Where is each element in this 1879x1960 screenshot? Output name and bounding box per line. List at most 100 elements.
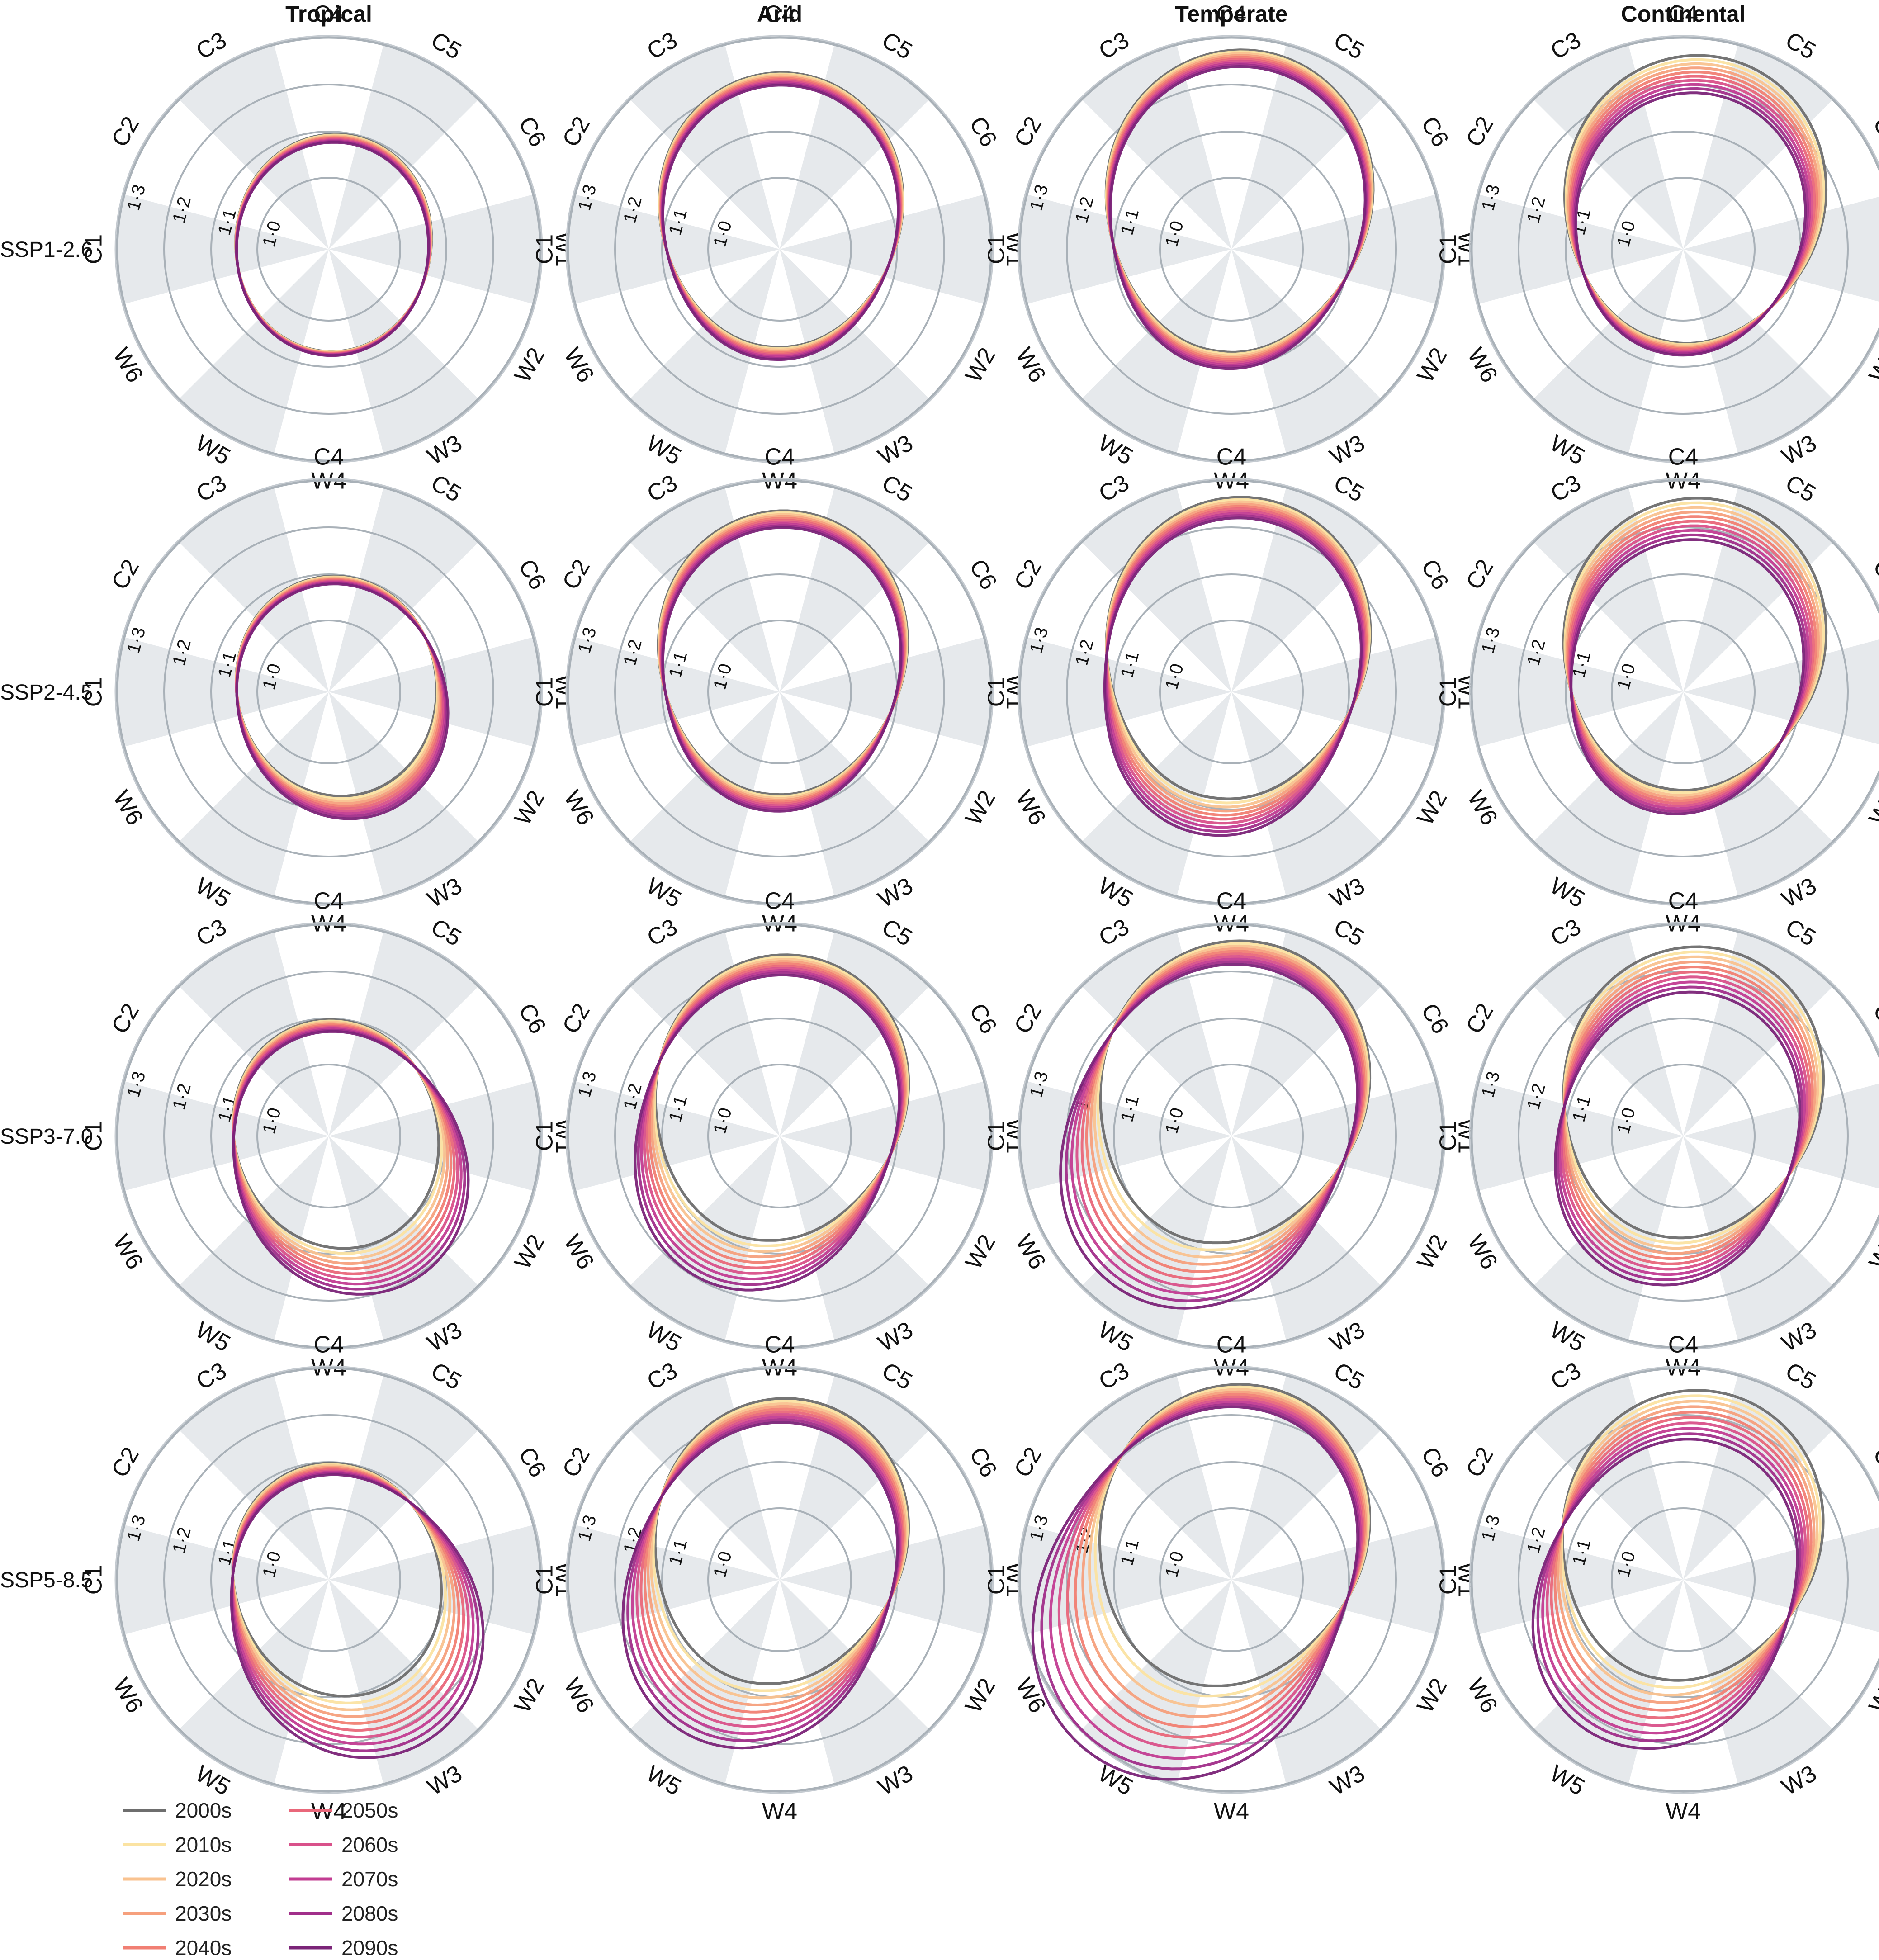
series-line — [1560, 1394, 1822, 1689]
series-line — [1098, 1383, 1371, 1687]
spoke-label: C2 — [558, 112, 595, 151]
shaded-sector — [630, 931, 780, 1136]
shaded-sector — [1683, 44, 1833, 250]
shaded-sector — [329, 249, 478, 454]
spoke-label: C2 — [107, 555, 144, 594]
spoke-label: C4 — [1668, 1, 1698, 28]
shaded-sector — [1082, 487, 1231, 692]
outer-ring — [1469, 1365, 1879, 1794]
spoke-label: C3 — [643, 914, 682, 952]
series-line — [1075, 955, 1363, 1288]
spoke-label: C2 — [1009, 999, 1047, 1038]
spoke-label: C5 — [877, 27, 917, 65]
spoke-label: C6 — [1416, 555, 1453, 594]
shaded-sector — [630, 249, 780, 454]
spoke-label: C2 — [107, 112, 144, 151]
grid-ring — [163, 84, 494, 415]
grid-ring — [116, 1367, 542, 1793]
row-title: SSP2-4.5 — [0, 681, 93, 705]
grid-ring — [116, 923, 542, 1349]
shaded-sector — [117, 1524, 329, 1635]
spoke-label: C3 — [1546, 914, 1586, 952]
shaded-sector — [117, 194, 329, 304]
series-line — [1550, 1416, 1810, 1719]
shaded-sector — [1683, 1136, 1833, 1341]
spoke-label: C1 — [81, 234, 107, 264]
grid-ring — [1159, 177, 1304, 322]
spoke-label: C4 — [1216, 1332, 1246, 1358]
grid-ring — [1470, 36, 1879, 462]
series-line — [661, 84, 900, 361]
series-line — [1080, 952, 1364, 1280]
spoke-label: C1 — [984, 234, 1010, 264]
series-line — [1049, 1400, 1362, 1760]
grid-ring — [1018, 36, 1444, 462]
spoke-label: C1 — [532, 234, 558, 264]
spoke-label: C4 — [1216, 1, 1246, 28]
series-line — [626, 1418, 900, 1742]
shaded-sector — [780, 692, 929, 897]
series-line — [232, 1030, 470, 1296]
shaded-sector — [1471, 1081, 1683, 1191]
shaded-sector — [780, 931, 929, 1136]
grid-ring — [256, 1507, 401, 1652]
spoke-label: C5 — [1329, 1358, 1368, 1395]
spoke-label: C1 — [1435, 234, 1462, 264]
series-line — [1574, 91, 1807, 357]
shaded-sector — [780, 487, 929, 692]
shaded-sector — [1533, 487, 1683, 692]
shaded-sector — [179, 249, 329, 454]
spoke-label: C5 — [1781, 1358, 1820, 1395]
shaded-sector — [1683, 1527, 1879, 1632]
grid-ring — [707, 177, 852, 322]
series-line — [230, 1473, 485, 1759]
legend-label: 2020s — [175, 1867, 232, 1891]
grid-ring — [1470, 1367, 1879, 1793]
spoke-label: W4 — [1666, 1799, 1701, 1825]
series-line — [1554, 990, 1801, 1287]
series-line — [654, 953, 910, 1242]
shaded-sector — [1471, 637, 1683, 747]
grid-ring — [1611, 1064, 1756, 1208]
spoke-label: C3 — [1094, 1358, 1134, 1395]
outer-ring — [114, 35, 543, 464]
grid-ring — [1018, 923, 1444, 1349]
spoke-label: C2 — [107, 999, 144, 1038]
outer-ring — [1469, 922, 1879, 1350]
outer-ring — [1017, 1365, 1446, 1794]
outer-ring — [1017, 35, 1446, 464]
spoke-label: C3 — [1094, 914, 1134, 952]
spoke-label: C3 — [1546, 470, 1586, 507]
shaded-sector — [1533, 931, 1683, 1136]
shaded-sector — [179, 692, 329, 897]
row-title: SSP1-2.6 — [0, 238, 93, 262]
legend-label: 2040s — [175, 1936, 232, 1960]
series-line — [1557, 1405, 1816, 1704]
grid-ring — [661, 131, 898, 368]
series-line — [652, 1400, 909, 1692]
shaded-sector — [630, 487, 780, 692]
grid-ring — [163, 971, 494, 1302]
series-line — [1099, 939, 1372, 1245]
spoke-label: C5 — [1329, 27, 1368, 65]
shaded-sector — [329, 1136, 478, 1341]
shaded-sector — [329, 1375, 478, 1580]
grid-ring — [707, 1064, 852, 1208]
series-line — [649, 1402, 908, 1700]
column-title: Arid — [757, 1, 802, 27]
spoke-label: C2 — [1461, 999, 1499, 1038]
grid-ring — [1470, 923, 1879, 1349]
spoke-label: C5 — [1329, 470, 1368, 507]
series-line — [640, 969, 903, 1281]
series-line — [235, 582, 450, 820]
shaded-sector — [179, 931, 329, 1136]
spoke-label: C1 — [81, 677, 107, 707]
shaded-sector — [780, 44, 929, 250]
series-line — [1070, 957, 1362, 1295]
spoke-label: C1 — [532, 1121, 558, 1151]
shaded-sector — [1683, 487, 1833, 692]
shaded-sector — [568, 1081, 780, 1191]
